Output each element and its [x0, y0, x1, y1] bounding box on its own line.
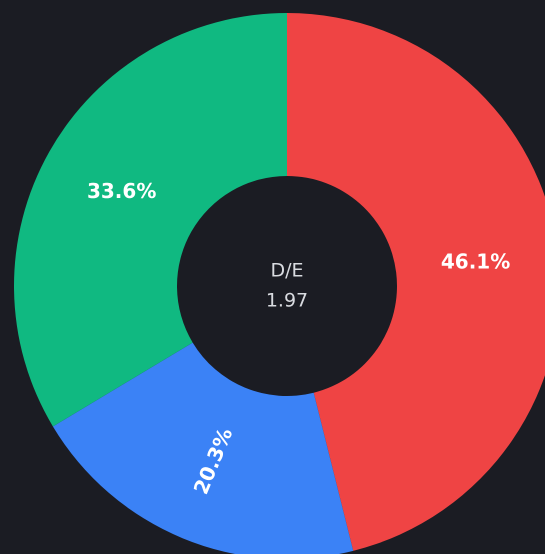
slice [287, 13, 545, 551]
slice-label: 33.6% [87, 179, 156, 203]
slice-label: 46.1% [441, 249, 510, 273]
center-label: D/E [270, 260, 303, 282]
slice [52, 342, 354, 554]
slice [13, 13, 287, 427]
center-value: 1.97 [266, 290, 308, 312]
